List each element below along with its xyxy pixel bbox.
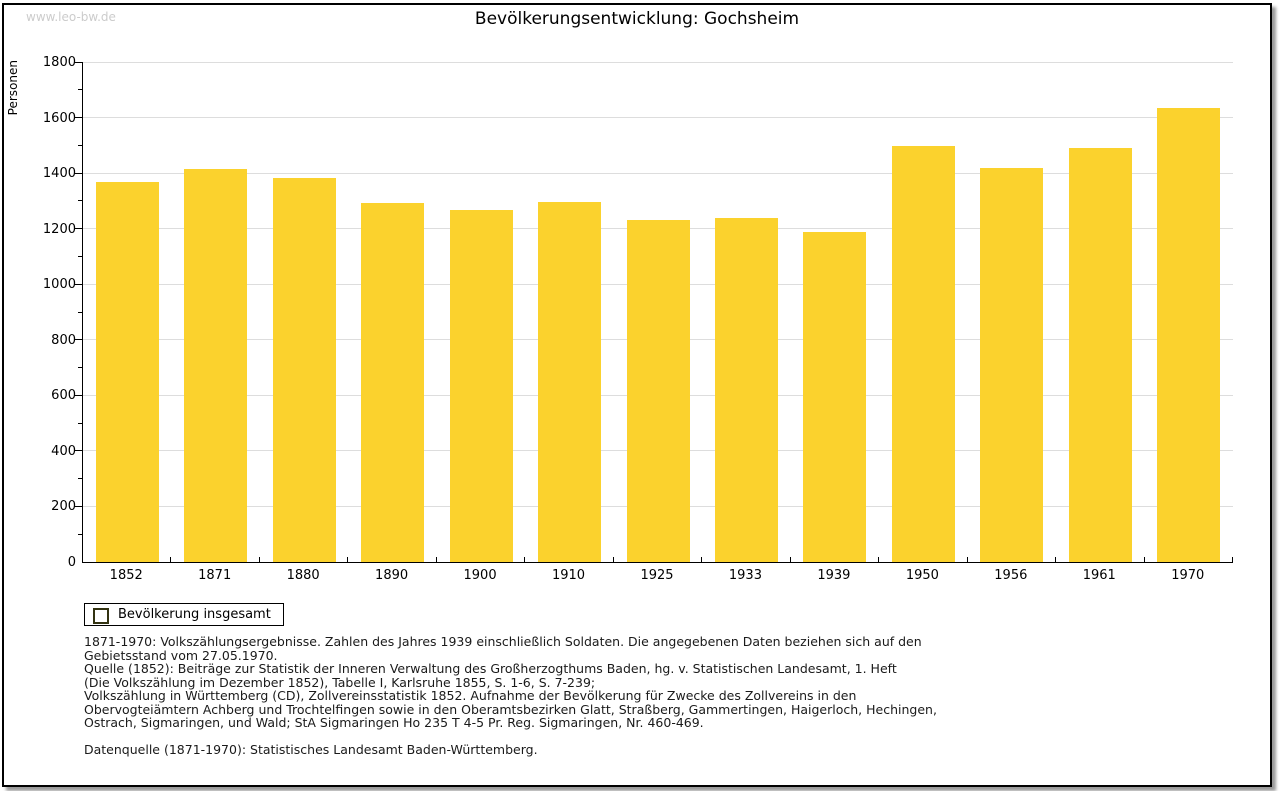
bar-1950 bbox=[891, 146, 955, 562]
chart-title: Bevölkerungsentwicklung: Gochsheim bbox=[474, 9, 800, 29]
bar-1925 bbox=[626, 220, 690, 562]
x-tick-label: 1910 bbox=[551, 568, 586, 583]
footnote-line: (Die Volkszählung im Dezember 1852), Tab… bbox=[84, 674, 596, 690]
y-tick-label: 1000 bbox=[42, 277, 76, 293]
legend-label: Bevölkerung insgesamt bbox=[118, 607, 271, 622]
x-axis-tick-labels: 1852 1871 1880 1890 1900 1910 1925 1933 1939 1950… bbox=[82, 568, 1232, 586]
x-tick-label: 1871 bbox=[198, 568, 232, 583]
x-tick-label: 1852 bbox=[109, 568, 143, 583]
x-tick-boundary bbox=[170, 557, 172, 562]
x-tick-label: 1925 bbox=[640, 568, 674, 583]
bar-1900 bbox=[449, 209, 513, 562]
x-tick-label: 1939 bbox=[817, 568, 851, 583]
legend: Bevölkerung insgesamt bbox=[84, 603, 284, 626]
footnotes: 1871-1970: Volkszählungsergebnisse. Zahl… bbox=[84, 635, 1204, 757]
bar-1890 bbox=[361, 202, 425, 562]
y-tick-major bbox=[75, 228, 83, 230]
y-tick-label: 0 bbox=[67, 555, 76, 570]
y-tick-minor bbox=[78, 255, 83, 257]
footnote-line: Ostrach, Sigmaringen, und Wald; StA Sigm… bbox=[84, 715, 704, 730]
y-tick-minor bbox=[78, 89, 83, 91]
y-tick-major bbox=[75, 172, 83, 174]
x-tick-label: 1970 bbox=[1171, 568, 1205, 583]
plot-area bbox=[75, 61, 1233, 563]
x-tick-label: 1950 bbox=[905, 568, 939, 583]
y-tick-minor bbox=[78, 533, 83, 535]
bar-1880 bbox=[272, 178, 336, 562]
bar-1970 bbox=[1157, 108, 1221, 562]
bar-1910 bbox=[538, 202, 602, 562]
y-tick-label: 1200 bbox=[42, 221, 76, 237]
x-tick-boundary bbox=[1232, 557, 1233, 562]
y-tick-label: 400 bbox=[51, 443, 76, 459]
y-tick-major bbox=[75, 339, 83, 341]
y-tick-label: 1600 bbox=[42, 110, 76, 126]
gridline bbox=[83, 117, 1233, 119]
footnote-line: Datenquelle (1871-1970): Statistisches L… bbox=[84, 742, 538, 757]
y-tick-minor bbox=[78, 422, 83, 424]
y-tick-major bbox=[75, 394, 83, 396]
y-tick-label: 800 bbox=[51, 332, 76, 348]
chart-page: www.leo-bw.de Bevölkerungsentwicklung: G… bbox=[2, 3, 1272, 787]
bar-1956 bbox=[980, 167, 1044, 562]
y-tick-minor bbox=[78, 144, 83, 146]
y-tick-minor bbox=[78, 200, 83, 202]
legend-color-swatch-icon bbox=[93, 608, 109, 624]
y-tick-minor bbox=[78, 478, 83, 480]
y-tick-label: 200 bbox=[51, 499, 76, 515]
y-axis-tick-labels: 0 200 400 600 800 1000 1200 1400 1600 1800 bbox=[4, 55, 76, 570]
y-tick-label: 1800 bbox=[42, 55, 76, 70]
x-tick-boundary bbox=[612, 557, 614, 562]
bar-1871 bbox=[184, 168, 248, 562]
y-tick-label: 600 bbox=[51, 388, 76, 404]
y-tick-minor bbox=[78, 311, 83, 313]
x-tick-label: 1961 bbox=[1082, 568, 1116, 583]
x-tick-boundary bbox=[701, 557, 703, 562]
footnote-line: Volkszählung in Württemberg (CD), Zollve… bbox=[84, 688, 857, 703]
x-tick-boundary bbox=[1143, 557, 1145, 562]
gridline bbox=[83, 61, 1233, 63]
y-tick-major bbox=[75, 117, 83, 119]
x-tick-boundary bbox=[347, 557, 349, 562]
bar-1852 bbox=[95, 182, 159, 562]
bar-1961 bbox=[1068, 147, 1132, 562]
x-tick-boundary bbox=[966, 557, 968, 562]
bar-1933 bbox=[714, 217, 778, 562]
x-tick-boundary bbox=[524, 557, 526, 562]
footnote-line: Obervogteiämtern Achberg und Trochtelfin… bbox=[84, 701, 937, 717]
footnote-line: Gebietsstand vom 27.05.1970. bbox=[84, 647, 278, 663]
y-tick-minor bbox=[78, 367, 83, 369]
footnote-line: 1871-1970: Volkszählungsergebnisse. Zahl… bbox=[84, 634, 922, 649]
x-tick-label: 1956 bbox=[994, 568, 1028, 583]
watermark: www.leo-bw.de bbox=[26, 10, 116, 24]
y-tick-label: 1400 bbox=[42, 166, 76, 182]
y-tick-major bbox=[75, 505, 83, 507]
x-tick-boundary bbox=[435, 557, 437, 562]
footnote-line: Quelle (1852): Beiträge zur Statistik de… bbox=[84, 661, 897, 676]
x-tick-label: 1933 bbox=[728, 568, 762, 583]
y-tick-major bbox=[75, 61, 83, 63]
y-tick-major bbox=[75, 450, 83, 452]
x-tick-boundary bbox=[789, 557, 791, 562]
x-tick-label: 1890 bbox=[375, 568, 409, 583]
gridline bbox=[83, 172, 1233, 174]
bar-1939 bbox=[803, 231, 867, 562]
x-tick-boundary bbox=[1055, 557, 1057, 562]
x-tick-label: 1880 bbox=[286, 568, 320, 583]
x-tick-boundary bbox=[258, 557, 260, 562]
y-tick-major bbox=[75, 283, 83, 285]
x-tick-label: 1900 bbox=[463, 568, 497, 583]
footnote-line bbox=[84, 730, 1204, 744]
x-tick-boundary bbox=[878, 557, 880, 562]
